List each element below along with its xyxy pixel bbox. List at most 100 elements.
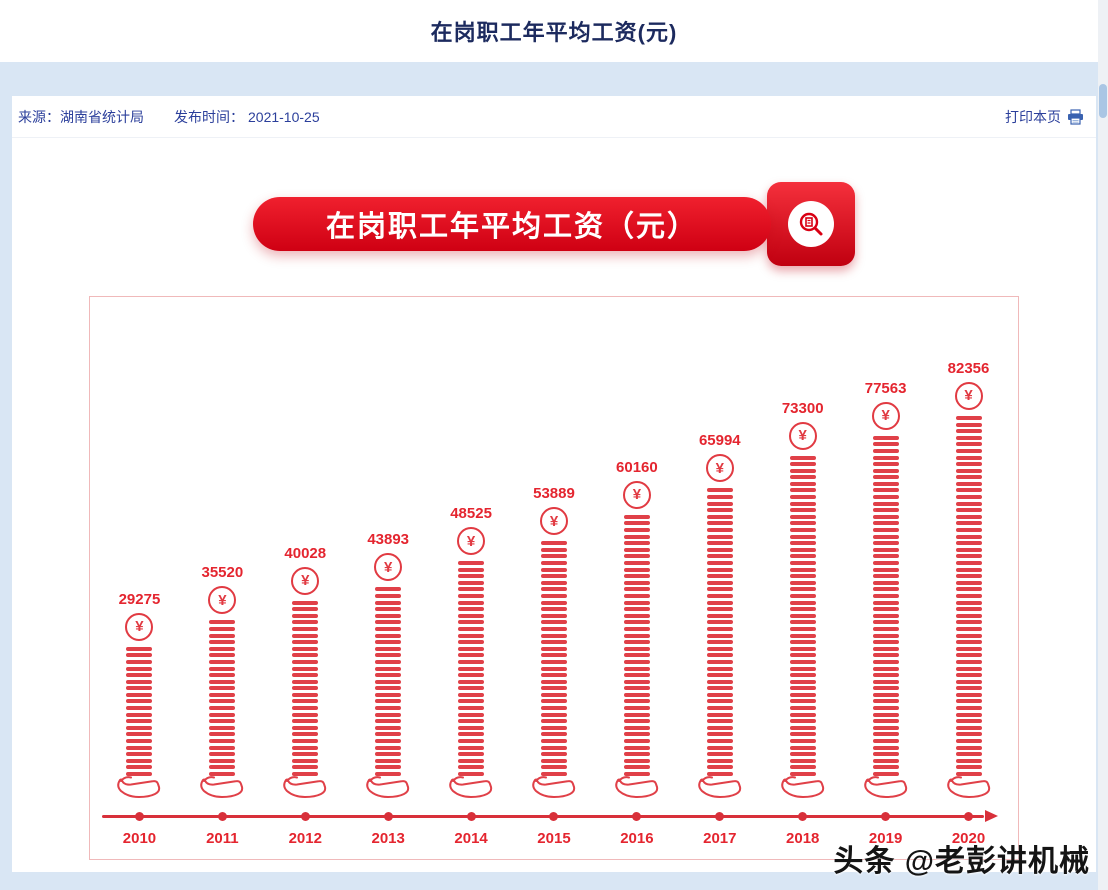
coin-stripe — [209, 725, 236, 730]
coin-stripe — [126, 758, 153, 763]
coin-stripe — [292, 712, 319, 717]
coin-stripe — [872, 739, 899, 744]
coin-stripe — [955, 607, 982, 612]
coin-stripe — [706, 745, 733, 750]
coin-stripe — [789, 626, 816, 631]
coin-stripe — [872, 468, 899, 473]
coin-stack-bar — [540, 541, 567, 776]
coin-stripe — [955, 554, 982, 559]
coin-stripe — [955, 488, 982, 493]
coin-stack-bar — [955, 415, 982, 776]
print-page-button[interactable]: 打印本页 — [1005, 107, 1084, 127]
coin-stripe — [292, 673, 319, 678]
banner-search-badge — [767, 182, 855, 266]
coin-stripe — [375, 745, 402, 750]
coin-stripe — [458, 620, 485, 625]
coin-stripe — [955, 659, 982, 664]
hand-icon — [283, 776, 327, 798]
coin-stripe — [872, 541, 899, 546]
coin-stripe — [623, 541, 650, 546]
coin-stripe — [540, 745, 567, 750]
coin-stripe — [955, 692, 982, 697]
coin-stripe — [540, 554, 567, 559]
coin-stripe — [375, 692, 402, 697]
coin-stripe — [126, 666, 153, 671]
coin-stripe — [292, 765, 319, 770]
hand-icon — [449, 776, 493, 798]
axis-dot — [300, 812, 310, 821]
coin-stripe — [872, 719, 899, 724]
coin-stripe — [209, 745, 236, 750]
coin-stripe — [292, 699, 319, 704]
coin-stripe — [872, 646, 899, 651]
coin-stripe — [789, 673, 816, 678]
coin-stripe — [789, 732, 816, 737]
coin-stripe — [375, 772, 402, 776]
coin-stripe — [872, 758, 899, 763]
bar-value-label: 77563 — [864, 379, 907, 397]
bar-column: 48525 ¥ — [430, 353, 513, 799]
coin-stripe — [292, 633, 319, 638]
coin-stripe — [209, 686, 236, 691]
hand-icon — [780, 776, 824, 798]
coin-stripe — [872, 561, 899, 565]
year-label: 2010 — [122, 830, 157, 847]
coin-stripe — [623, 679, 650, 684]
coin-stripe — [872, 567, 899, 572]
meta-info: 来源： 湖南省统计局 发布时间： 2021-10-25 — [18, 107, 320, 127]
coin-stripe — [789, 679, 816, 684]
coin-stripe — [872, 626, 899, 631]
coin-stripe — [706, 514, 733, 519]
watermark: 头条 @老彭讲机械 — [833, 845, 1090, 878]
x-axis — [98, 809, 1010, 825]
bar-value-label: 48525 — [450, 505, 492, 522]
coin-stripe — [458, 600, 485, 605]
axis-dot — [715, 812, 725, 821]
coin-stripe — [540, 732, 567, 737]
coin-stripe — [540, 593, 567, 598]
coin-stripe — [789, 613, 816, 618]
coin-stripe — [292, 692, 319, 697]
coin-stripe — [375, 719, 402, 724]
coin-stripe — [458, 587, 485, 592]
scrollbar-track[interactable] — [1098, 0, 1108, 890]
hand-icon — [615, 776, 659, 798]
coin-stripe — [292, 613, 319, 618]
coin-stripe — [458, 666, 485, 671]
coin-stripe — [955, 633, 982, 638]
bar-value-label: 82356 — [947, 359, 990, 377]
coin-stripe — [789, 488, 816, 493]
coin-stripe — [706, 679, 733, 684]
coin-stripe — [375, 758, 402, 763]
coin-stripe — [458, 772, 485, 776]
coin-stripe — [292, 725, 319, 730]
coin-stripe — [955, 725, 982, 730]
coin-stripe — [458, 653, 485, 658]
year-label: 2018 — [786, 830, 820, 847]
coin-stripe — [209, 666, 236, 671]
coin-stripe — [955, 514, 982, 519]
page-title: 在岗职工年平均工资(元) — [430, 20, 678, 45]
axis-tick-cell — [430, 809, 513, 825]
coin-stripe — [458, 659, 485, 664]
scrollbar-thumb[interactable] — [1099, 84, 1107, 118]
coin-stripe — [540, 758, 567, 763]
axis-tick-cell — [844, 809, 927, 825]
coin-stripe — [623, 613, 650, 618]
hand-icon — [366, 776, 410, 798]
coin-stripe — [955, 772, 982, 776]
coin-stripe — [458, 574, 485, 579]
coin-stripe — [955, 613, 982, 618]
coin-stripe — [292, 607, 319, 612]
coin-stripe — [292, 640, 319, 645]
coin-stripe — [540, 653, 567, 658]
coin-stripe — [955, 528, 982, 533]
coin-stripe — [540, 600, 567, 605]
coin-stripe — [126, 646, 153, 651]
coin-stripe — [375, 640, 402, 645]
coin-stripe — [540, 587, 567, 592]
coin-stripe — [623, 758, 650, 763]
axis-dot — [798, 812, 808, 821]
coin-stripe — [458, 607, 485, 612]
coin-stripe — [789, 692, 816, 697]
